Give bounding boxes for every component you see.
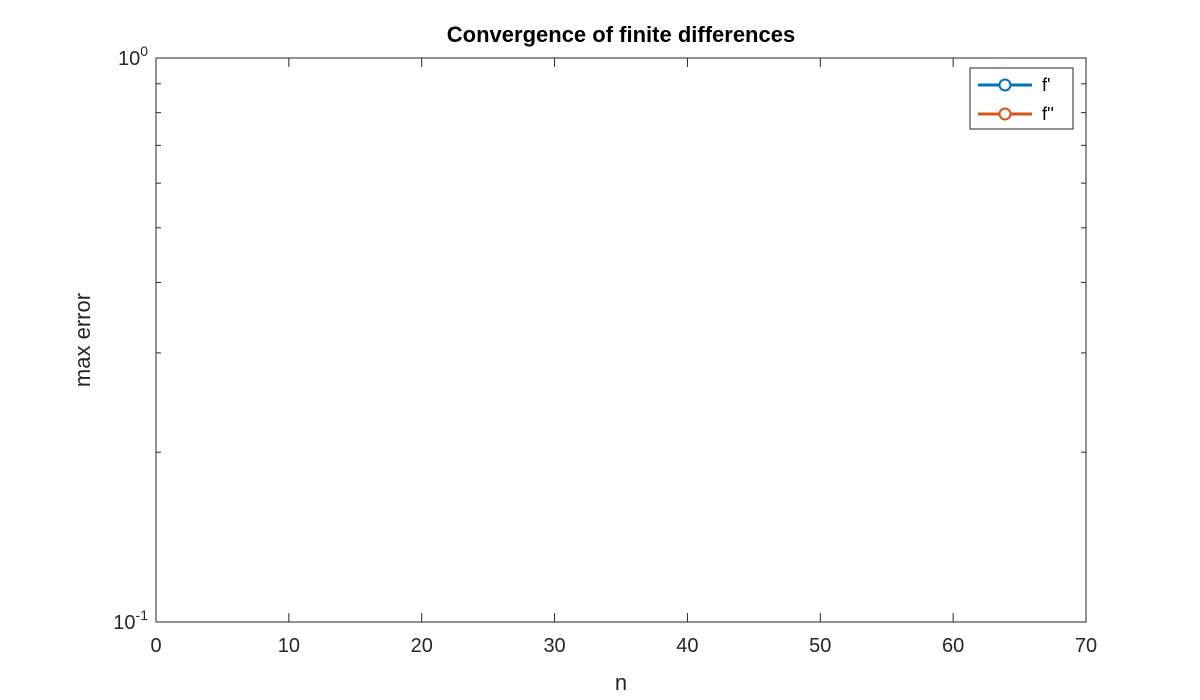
plot-area-frame <box>155 57 1087 623</box>
x-tick-label: 0 <box>150 635 161 657</box>
x-tick-label: 70 <box>1075 635 1097 657</box>
legend-marker-1 <box>998 78 1012 92</box>
x-ticks: 0 10 20 30 40 50 60 70 <box>150 58 1097 657</box>
legend[interactable]: f' f'' <box>969 67 1074 130</box>
y-tick-label: 100 <box>118 43 148 70</box>
y-tick-label: 10-1 <box>113 607 148 634</box>
x-tick-label: 50 <box>809 635 831 657</box>
legend-label-2: f'' <box>1042 104 1054 124</box>
x-axis-label: n <box>615 670 627 695</box>
x-tick-label: 30 <box>543 635 565 657</box>
x-tick-label: 40 <box>676 635 698 657</box>
chart-title: Convergence of finite differences <box>447 22 795 47</box>
legend-box <box>969 67 1074 130</box>
y-minor-ticks <box>156 83 1086 453</box>
x-tick-label: 20 <box>411 635 433 657</box>
y-ticks: 100 10-1 <box>113 43 1086 634</box>
y-axis-label: max error <box>70 293 95 387</box>
x-tick-label: 10 <box>278 635 300 657</box>
legend-marker-2 <box>998 107 1012 121</box>
legend-label-1: f' <box>1042 75 1050 95</box>
x-tick-label: 60 <box>942 635 964 657</box>
